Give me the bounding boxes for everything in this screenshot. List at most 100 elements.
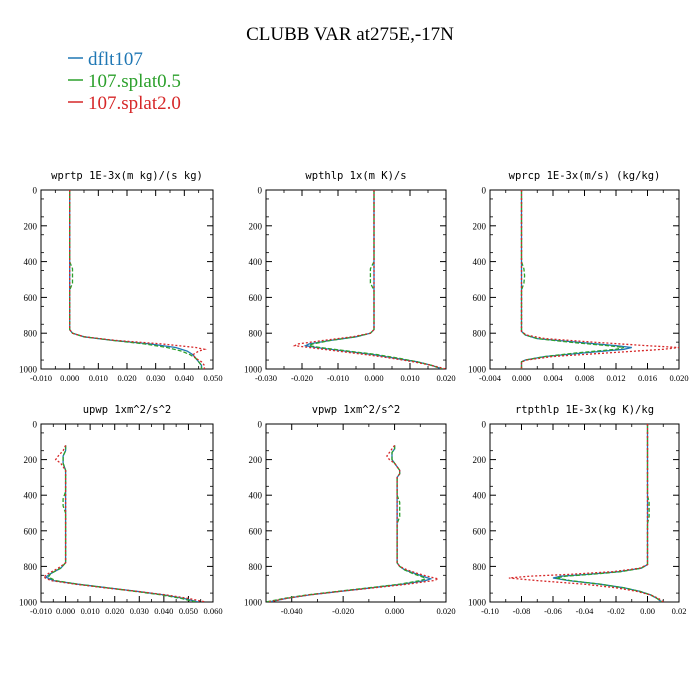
- series-107.splat2.0: [42, 445, 206, 602]
- panel-title: vpwp 1xm^2/s^2: [312, 404, 401, 416]
- series-107.splat0.5: [555, 424, 663, 602]
- x-tick-label: 0.050: [179, 606, 198, 616]
- series-107.splat2.0: [69, 190, 207, 369]
- panel-title: wpthlp 1x(m K)/s: [305, 170, 406, 182]
- y-tick-label: 0: [258, 186, 263, 196]
- y-tick-label: 1000: [244, 598, 263, 608]
- panel-3: wprcp 1E-3x(m/s) (kg/kg) 0 200 400 600 800 100…: [468, 170, 689, 383]
- y-tick-label: 0: [258, 420, 263, 430]
- x-tick-label: -0.04: [576, 606, 594, 616]
- panels: wprtp 1E-3x(m kg)/(s kg) 0 200 400 600 800 100…: [19, 170, 689, 616]
- x-tick-label: -0.010: [30, 373, 52, 383]
- y-tick-label: 800: [24, 329, 38, 339]
- series-107.splat0.5: [520, 190, 625, 369]
- panel-frame: [265, 423, 447, 603]
- y-tick-label: 600: [24, 293, 38, 303]
- x-tick-label: 0.020: [117, 373, 136, 383]
- series-dflt107: [268, 445, 433, 602]
- y-tick-label: 800: [249, 562, 263, 572]
- x-tick-label: -0.020: [332, 606, 354, 616]
- series-dflt107: [520, 190, 632, 369]
- x-tick-label: 0.030: [130, 606, 149, 616]
- x-tick-label: 0.030: [146, 373, 165, 383]
- x-tick-label: 0.000: [385, 606, 404, 616]
- x-tick-label: 0.060: [203, 606, 222, 616]
- x-tick-label: -0.010: [30, 606, 52, 616]
- x-tick-label: 0.040: [154, 606, 173, 616]
- x-tick-label: -0.08: [513, 606, 531, 616]
- series-107.splat0.5: [266, 445, 427, 602]
- y-tick-label: 0: [33, 420, 38, 430]
- legend-label-dflt107: dflt107: [88, 49, 143, 70]
- y-tick-label: 600: [249, 293, 263, 303]
- panel-title: upwp 1xm^2/s^2: [83, 404, 172, 416]
- y-tick-label: 0: [482, 186, 487, 196]
- panel-frame: [489, 189, 680, 370]
- y-tick-label: 800: [473, 562, 487, 572]
- x-tick-label: -0.010: [327, 373, 349, 383]
- y-tick-label: 1000: [19, 365, 38, 375]
- x-tick-label: 0.016: [638, 373, 657, 383]
- series-dflt107: [44, 445, 199, 602]
- figure-title: CLUBB VAR at275E,-17N: [246, 24, 454, 45]
- x-tick-label: 0.000: [364, 373, 383, 383]
- panel-frame: [265, 189, 447, 370]
- x-tick-label: 0.00: [640, 606, 655, 616]
- x-tick-label: 0.02: [672, 606, 687, 616]
- x-tick-label: 0.020: [436, 606, 455, 616]
- y-tick-label: 400: [249, 257, 263, 267]
- x-tick-label: 0.020: [105, 606, 124, 616]
- series-dflt107: [552, 424, 663, 602]
- panel-title: rtpthlp 1E-3x(kg K)/kg: [515, 404, 654, 416]
- x-tick-label: 0.020: [436, 373, 455, 383]
- x-tick-label: 0.050: [203, 373, 222, 383]
- x-tick-label: 0.010: [400, 373, 419, 383]
- x-tick-label: -0.06: [544, 606, 562, 616]
- x-tick-label: 0.020: [669, 373, 688, 383]
- x-tick-label: 0.012: [606, 373, 625, 383]
- panel-4: upwp 1xm^2/s^2 0 200 400 600 800 1000-0.010 0.0…: [19, 404, 223, 616]
- y-tick-label: 1000: [468, 598, 487, 608]
- x-tick-label: -0.030: [255, 373, 277, 383]
- x-tick-label: -0.040: [281, 606, 303, 616]
- y-tick-label: 800: [24, 562, 38, 572]
- series-107.splat0.5: [47, 445, 196, 602]
- y-tick-label: 200: [473, 455, 487, 465]
- y-tick-label: 400: [249, 491, 263, 501]
- y-tick-label: 1000: [468, 365, 487, 375]
- x-tick-label: -0.10: [481, 606, 499, 616]
- y-tick-label: 800: [473, 329, 487, 339]
- y-tick-label: 1000: [244, 365, 263, 375]
- legend-label-splat2.0: 107.splat2.0: [88, 93, 181, 114]
- x-tick-label: 0.004: [543, 373, 563, 383]
- panel-title: wprtp 1E-3x(m kg)/(s kg): [51, 170, 203, 182]
- x-tick-label: 0.000: [512, 373, 531, 383]
- x-tick-label: -0.004: [479, 373, 502, 383]
- y-tick-label: 600: [473, 526, 487, 536]
- y-tick-label: 400: [473, 257, 487, 267]
- x-tick-label: 0.000: [56, 606, 75, 616]
- y-tick-label: 1000: [19, 598, 38, 608]
- legend: dflt107 107.splat0.5 107.splat2.0: [68, 49, 181, 114]
- series-107.splat0.5: [307, 190, 443, 369]
- panel-5: vpwp 1xm^2/s^2 0 200 400 600 800 1000 -0.040 -0.…: [244, 404, 456, 616]
- y-tick-label: 0: [33, 186, 38, 196]
- x-tick-label: 0.010: [81, 606, 100, 616]
- y-tick-label: 200: [249, 455, 263, 465]
- x-tick-label: -0.02: [607, 606, 625, 616]
- series-107.splat2.0: [520, 190, 679, 369]
- series-107.splat2.0: [268, 445, 441, 602]
- y-tick-label: 200: [249, 221, 263, 231]
- y-tick-label: 400: [24, 257, 38, 267]
- y-tick-label: 600: [249, 526, 263, 536]
- legend-label-splat0.5: 107.splat0.5: [88, 71, 181, 92]
- y-tick-label: 200: [24, 455, 38, 465]
- y-tick-label: 200: [24, 221, 38, 231]
- x-tick-label: 0.000: [60, 373, 79, 383]
- x-tick-label: 0.010: [89, 373, 108, 383]
- panel-6: rtpthlp 1E-3x(kg K)/kg02004006008001000-…: [468, 404, 686, 616]
- y-tick-label: 0: [482, 420, 487, 430]
- x-tick-label: 0.008: [575, 373, 594, 383]
- y-tick-label: 200: [473, 221, 487, 231]
